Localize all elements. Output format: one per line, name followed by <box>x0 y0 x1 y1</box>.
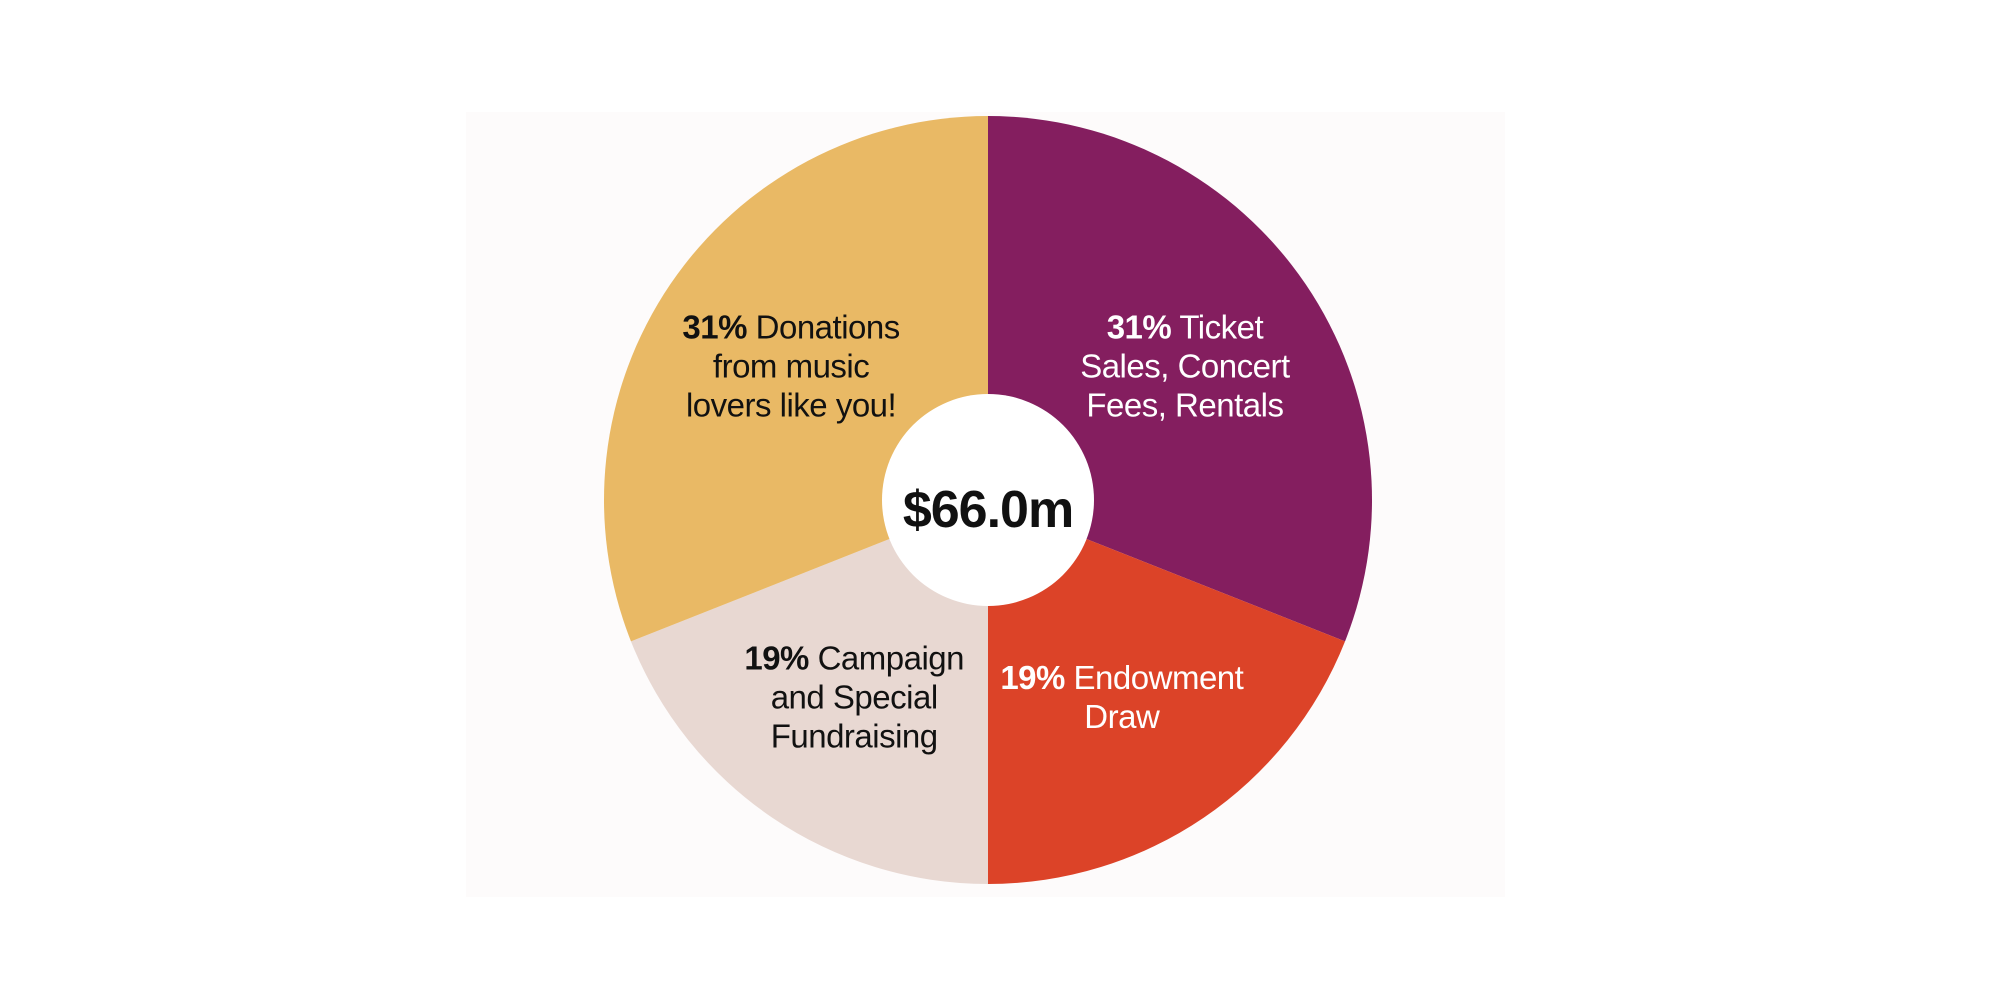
value-label: 31% <box>1106 308 1172 346</box>
slice <box>630 500 988 884</box>
center-label: $66.0m <box>902 481 1074 539</box>
category-label: Campaign and Special Fundraising <box>770 639 965 755</box>
donut-hole <box>882 394 1094 606</box>
slice-label: 19% Campaign and Special Fundraising <box>729 638 979 755</box>
value-label: 19% <box>744 639 809 677</box>
category-label: Endowment Draw <box>1073 658 1244 735</box>
slice <box>988 500 1346 884</box>
slice-label: 31% Donations from music lovers like you… <box>666 308 916 425</box>
value-label: 31% <box>682 308 747 346</box>
slice-label: 31% Ticket Sales, Concert Fees, Rentals <box>1060 308 1310 425</box>
category-label: Donations from music lovers like you! <box>685 308 900 424</box>
value-label: 19% <box>1000 658 1065 696</box>
category-label: Ticket Sales, Concert Fees, Rentals <box>1080 308 1290 424</box>
slice-label: 19% Endowment Draw <box>997 658 1247 736</box>
